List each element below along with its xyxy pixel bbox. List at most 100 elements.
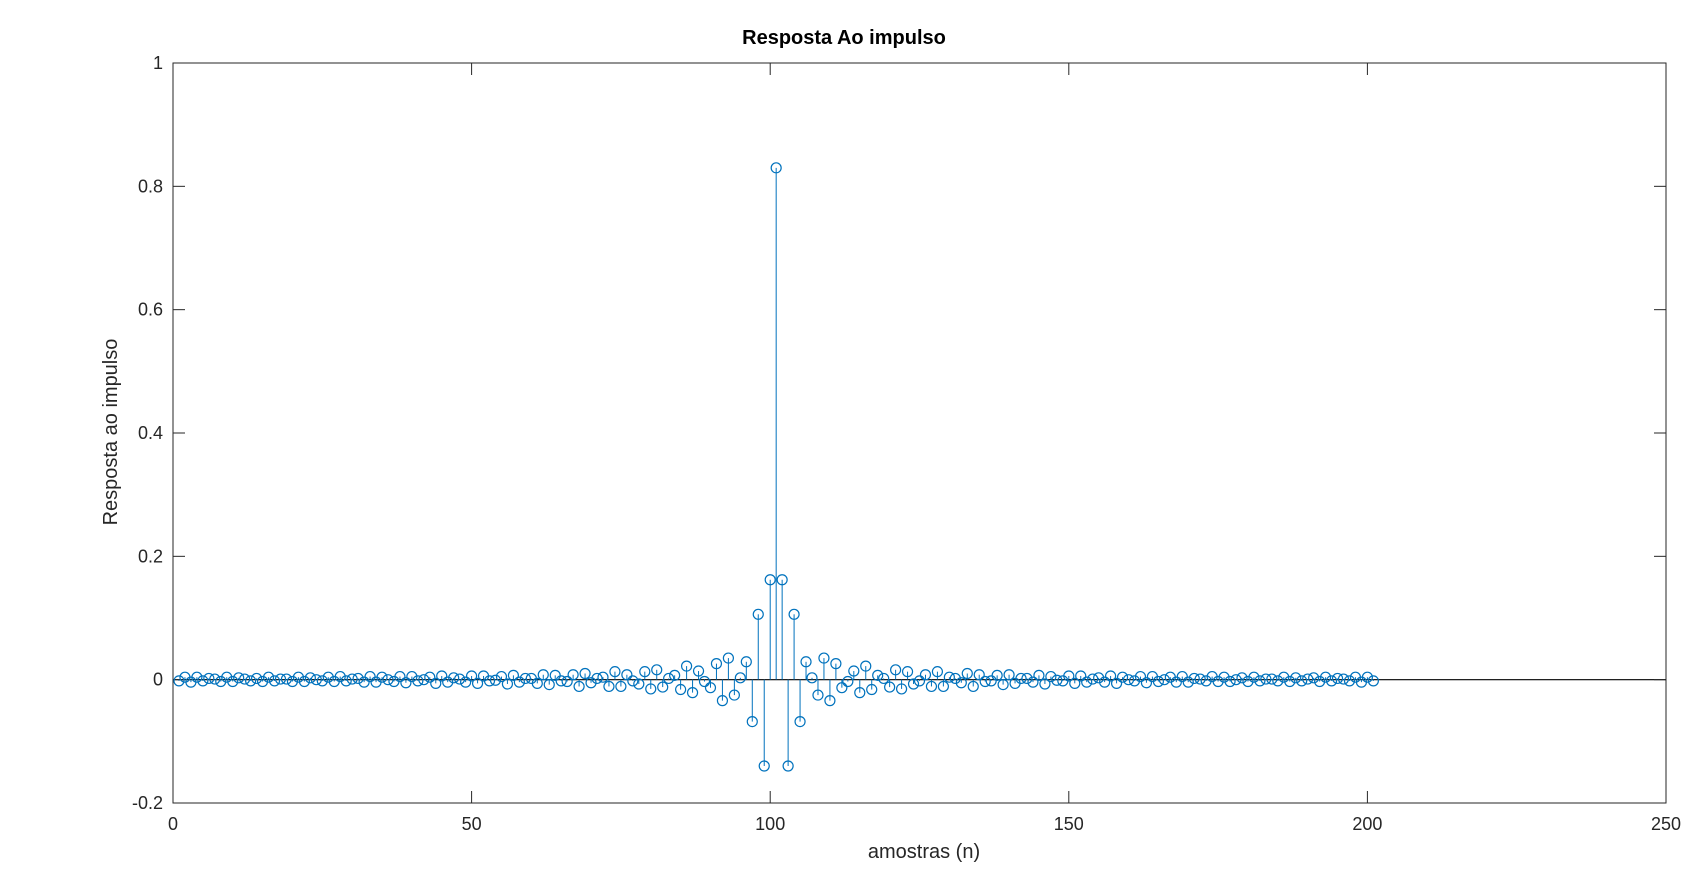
stem-marker bbox=[424, 671, 436, 683]
stem-marker bbox=[191, 671, 203, 683]
stem-marker bbox=[1069, 677, 1081, 689]
stem-marker bbox=[752, 608, 764, 620]
stem-marker bbox=[710, 658, 723, 670]
stem-marker bbox=[1272, 675, 1284, 687]
stem-marker bbox=[639, 666, 651, 678]
stem-marker bbox=[1003, 669, 1015, 681]
stem-marker bbox=[316, 675, 328, 687]
stem-marker bbox=[1337, 673, 1350, 685]
chart-title: Resposta Ao impulso bbox=[742, 27, 946, 49]
stem-marker bbox=[776, 574, 788, 586]
stem-marker bbox=[460, 676, 472, 688]
stem-marker bbox=[549, 669, 561, 681]
stem-marker bbox=[627, 675, 639, 687]
stem-marker bbox=[1224, 675, 1236, 688]
stem-marker bbox=[364, 670, 376, 683]
stem-marker bbox=[537, 669, 549, 681]
stem-marker bbox=[555, 675, 567, 687]
stem-marker bbox=[1361, 671, 1374, 683]
stem-marker bbox=[663, 672, 675, 685]
stem-marker bbox=[501, 678, 514, 690]
stem-marker bbox=[890, 664, 902, 676]
stem-marker bbox=[836, 682, 848, 694]
stem-marker bbox=[352, 672, 364, 685]
stem-marker bbox=[609, 666, 621, 678]
stem-marker bbox=[245, 675, 257, 687]
stem-marker bbox=[848, 665, 860, 677]
y-tick-label: -0.2 bbox=[132, 793, 163, 813]
stem-marker bbox=[274, 673, 287, 685]
stem-marker bbox=[239, 673, 251, 685]
stem-marker bbox=[961, 667, 973, 680]
y-tick-label: 0 bbox=[153, 670, 163, 690]
stem-marker bbox=[782, 760, 794, 772]
stem-marker bbox=[567, 669, 579, 681]
stem-marker bbox=[884, 681, 896, 693]
stem-marker bbox=[967, 680, 979, 693]
stem-marker bbox=[1296, 675, 1308, 687]
stem-marker bbox=[1015, 672, 1027, 685]
stem-marker bbox=[251, 672, 263, 685]
stem-marker bbox=[1116, 671, 1129, 683]
stem-marker bbox=[513, 676, 525, 688]
stem-marker bbox=[669, 669, 681, 681]
stem-marker bbox=[740, 656, 752, 668]
stem-marker bbox=[1343, 675, 1356, 687]
stem-marker bbox=[633, 678, 645, 690]
stem-marker bbox=[722, 652, 734, 664]
stem-marker bbox=[1099, 676, 1111, 688]
stem-marker bbox=[597, 671, 609, 683]
stem-marker bbox=[860, 660, 872, 672]
stem-marker bbox=[824, 695, 836, 707]
y-tick-label: 0.6 bbox=[138, 300, 163, 320]
stem-marker bbox=[466, 670, 478, 682]
stem-marker bbox=[1319, 671, 1332, 683]
stem-marker bbox=[1290, 672, 1302, 684]
stem-marker bbox=[704, 682, 717, 694]
stem-marker bbox=[573, 680, 585, 693]
markers bbox=[173, 162, 1379, 772]
stem-marker bbox=[603, 680, 615, 693]
stem-marker bbox=[1075, 670, 1087, 682]
stem-marker bbox=[1063, 670, 1075, 682]
stem-marker bbox=[937, 680, 949, 693]
stem-marker bbox=[764, 574, 776, 586]
stem-marker bbox=[280, 673, 293, 685]
stem-marker bbox=[203, 672, 215, 685]
stem-marker bbox=[991, 669, 1003, 681]
stem-marker bbox=[1170, 676, 1182, 688]
stem-marker bbox=[1248, 671, 1260, 683]
stem-marker bbox=[1284, 675, 1296, 688]
stem-marker bbox=[686, 687, 699, 699]
stem-marker bbox=[310, 674, 322, 686]
stem-marker bbox=[985, 675, 997, 687]
stem-marker bbox=[716, 695, 729, 707]
stem-marker bbox=[746, 715, 758, 728]
stem-marker bbox=[418, 674, 430, 686]
stem-marker bbox=[1230, 674, 1242, 686]
stem-marker bbox=[197, 675, 209, 687]
stem-marker bbox=[872, 669, 884, 681]
stem-marker bbox=[346, 673, 358, 685]
stem-marker bbox=[770, 162, 782, 174]
stem-marker bbox=[1027, 676, 1039, 688]
stem-marker bbox=[358, 676, 370, 688]
stem-marker bbox=[483, 675, 496, 687]
stem-marker bbox=[913, 675, 926, 687]
stem-marker bbox=[1236, 672, 1248, 684]
stem-marker bbox=[675, 683, 687, 696]
stem-marker bbox=[1176, 670, 1188, 683]
stem-marker bbox=[645, 683, 657, 695]
stem-marker bbox=[1325, 675, 1338, 687]
stem-marker bbox=[1152, 675, 1164, 688]
stem-marker bbox=[698, 675, 711, 688]
stem-marker bbox=[878, 672, 890, 685]
stem-marker bbox=[692, 665, 705, 677]
stem-marker bbox=[471, 677, 484, 689]
stem-marker bbox=[907, 678, 920, 690]
stem-marker bbox=[531, 677, 543, 689]
stem-marker bbox=[268, 675, 281, 687]
stem-marker bbox=[973, 669, 985, 681]
